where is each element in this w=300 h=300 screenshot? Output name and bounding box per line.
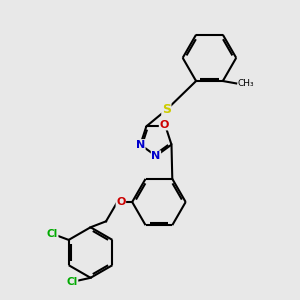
Text: O: O (159, 120, 169, 130)
Text: S: S (162, 103, 171, 116)
Text: Cl: Cl (47, 229, 58, 239)
Text: N: N (151, 151, 160, 161)
Text: CH₃: CH₃ (238, 79, 254, 88)
Text: O: O (116, 197, 126, 207)
Text: Cl: Cl (67, 277, 78, 287)
Text: N: N (136, 140, 145, 150)
